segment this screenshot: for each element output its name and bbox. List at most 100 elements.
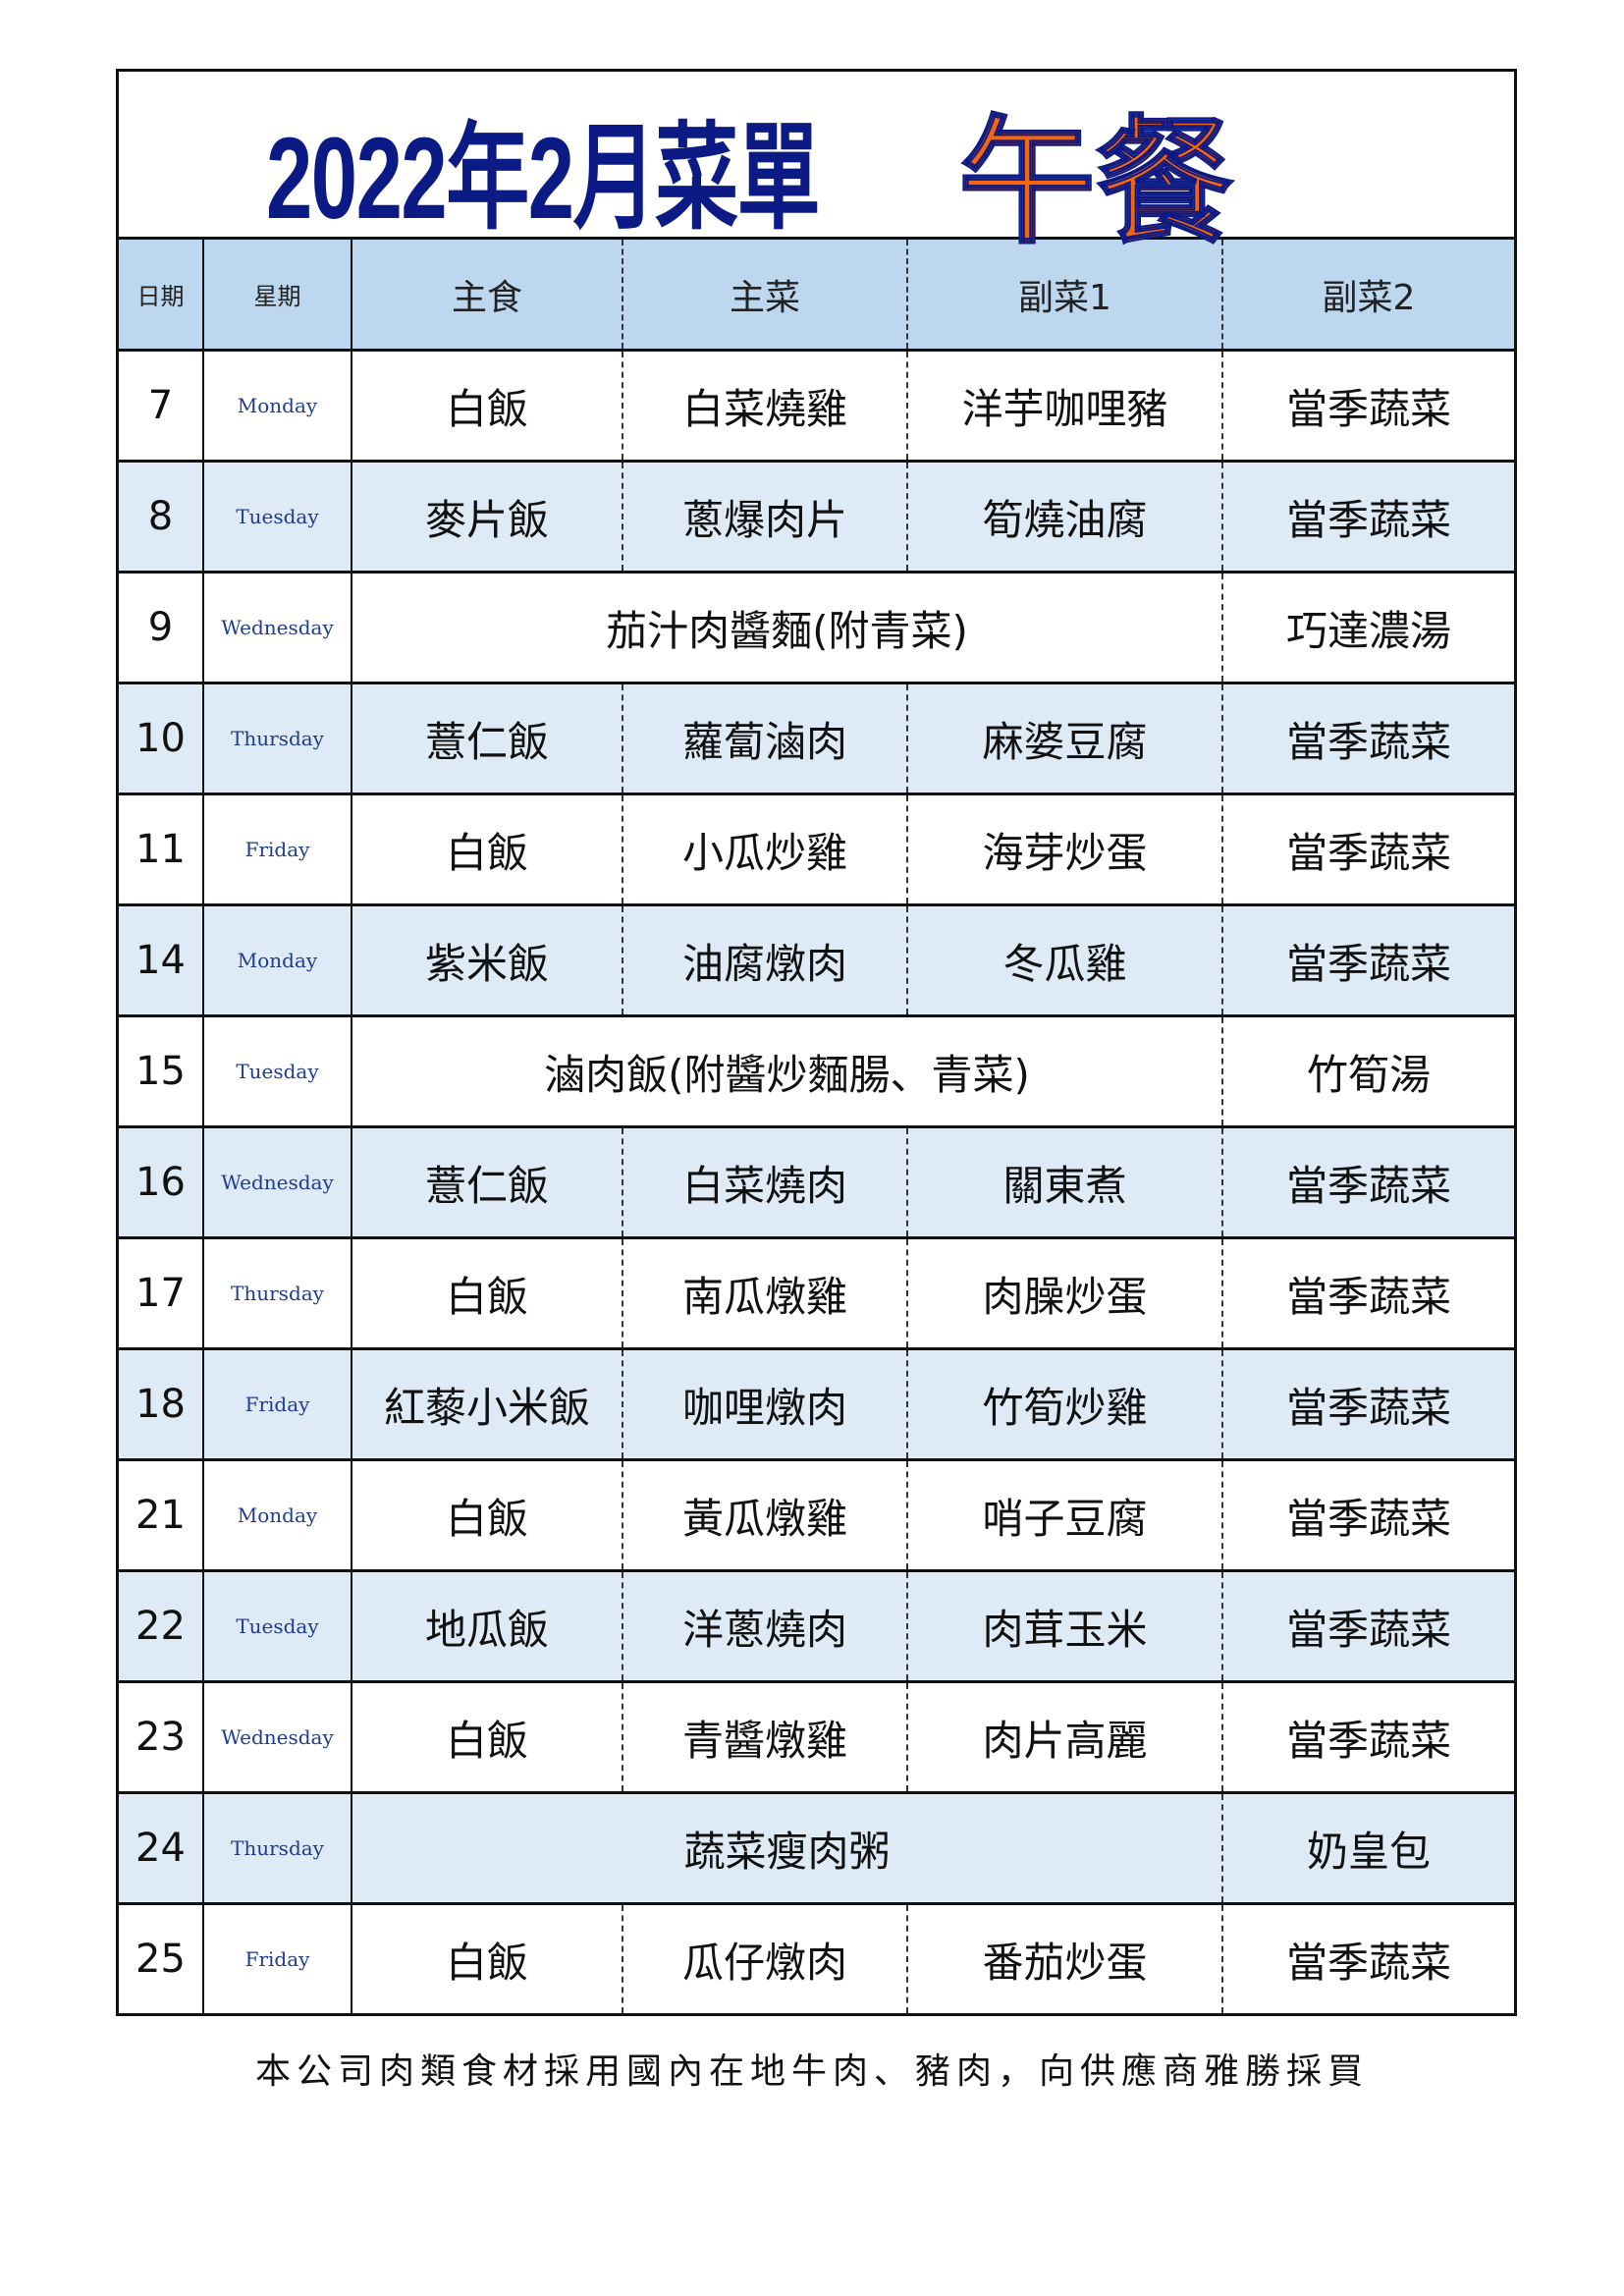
weekday-cell: Wednesday [203, 571, 352, 683]
side-dish-2-cell: 當季蔬菜 [1222, 1347, 1514, 1460]
main-dish-cell: 南瓜燉雞 [623, 1236, 908, 1349]
staple-cell: 白飯 [352, 793, 623, 905]
side-dish-1-cell: 竹筍炒雞 [907, 1347, 1223, 1460]
staple-cell: 麥片飯 [352, 460, 623, 573]
header-row: 日期 星期 主食 主菜 副菜1 副菜2 [119, 240, 1514, 351]
side-dish-2-cell: 當季蔬菜 [1222, 793, 1514, 905]
side-dish-1-cell: 哨子豆腐 [907, 1458, 1223, 1571]
side-dish-2-cell: 當季蔬菜 [1222, 1458, 1514, 1571]
side-dish-2-cell: 竹筍湯 [1222, 1014, 1514, 1127]
date-cell: 25 [119, 1902, 204, 2013]
staple-cell: 白飯 [352, 349, 623, 462]
weekday-cell: Friday [203, 1902, 352, 2013]
menu-table: 日期 星期 主食 主菜 副菜1 副菜2 7 Monday 白飯 白菜燒雞 洋芋咖哩豬 當季… [119, 240, 1514, 2013]
staple-cell: 白飯 [352, 1236, 623, 1349]
header-side-dish-1: 副菜1 [907, 240, 1223, 351]
date-cell: 9 [119, 571, 204, 683]
menu-sheet: 2022年2月菜單 午餐 日期 星期 主食 主菜 副菜1 副菜2 7 Monday… [116, 69, 1517, 2016]
combined-meal-cell: 蔬菜瘦肉粥 [352, 1791, 1223, 1904]
date-cell: 16 [119, 1125, 204, 1238]
table-row: 23 Wednesday 白飯 青醬燉雞 肉片高麗 當季蔬菜 [119, 1680, 1514, 1793]
table-row: 25 Friday 白飯 瓜仔燉肉 番茄炒蛋 當季蔬菜 [119, 1902, 1514, 2013]
side-dish-1-cell: 番茄炒蛋 [907, 1902, 1223, 2013]
header-weekday: 星期 [203, 240, 352, 351]
main-dish-cell: 小瓜炒雞 [623, 793, 908, 905]
table-row: 7 Monday 白飯 白菜燒雞 洋芋咖哩豬 當季蔬菜 [119, 349, 1514, 462]
footer-note: 本公司肉類食材採用國內在地牛肉、豬肉，向供應商雅勝採買 [254, 2051, 1369, 2092]
side-dish-1-cell: 海芽炒蛋 [907, 793, 1223, 905]
date-cell: 22 [119, 1569, 204, 1682]
date-cell: 11 [119, 793, 204, 905]
main-dish-cell: 青醬燉雞 [623, 1680, 908, 1793]
weekday-cell: Monday [203, 349, 352, 462]
main-dish-cell: 蔥爆肉片 [623, 460, 908, 573]
side-dish-1-cell: 麻婆豆腐 [907, 682, 1223, 794]
staple-cell: 白飯 [352, 1902, 623, 2013]
weekday-cell: Thursday [203, 1791, 352, 1904]
date-cell: 24 [119, 1791, 204, 1904]
table-row: 9 Wednesday 茄汁肉醬麵(附青菜) 巧達濃湯 [119, 571, 1514, 683]
staple-cell: 紫米飯 [352, 903, 623, 1016]
main-dish-cell: 瓜仔燉肉 [623, 1902, 908, 2013]
combined-meal-cell: 茄汁肉醬麵(附青菜) [352, 571, 1223, 683]
weekday-cell: Tuesday [203, 1014, 352, 1127]
weekday-cell: Thursday [203, 1236, 352, 1349]
main-dish-cell: 白菜燒肉 [623, 1125, 908, 1238]
table-row: 15 Tuesday 滷肉飯(附醬炒麵腸、青菜) 竹筍湯 [119, 1014, 1514, 1127]
table-row: 22 Tuesday 地瓜飯 洋蔥燒肉 肉茸玉米 當季蔬菜 [119, 1569, 1514, 1682]
side-dish-1-cell: 肉片高麗 [907, 1680, 1223, 1793]
header-staple: 主食 [352, 240, 623, 351]
staple-cell: 白飯 [352, 1458, 623, 1571]
side-dish-2-cell: 當季蔬菜 [1222, 903, 1514, 1016]
side-dish-2-cell: 當季蔬菜 [1222, 1569, 1514, 1682]
weekday-cell: Monday [203, 903, 352, 1016]
side-dish-2-cell: 當季蔬菜 [1222, 1902, 1514, 2013]
header-date: 日期 [119, 240, 204, 351]
main-dish-cell: 油腐燉肉 [623, 903, 908, 1016]
date-cell: 15 [119, 1014, 204, 1127]
table-row: 18 Friday 紅藜小米飯 咖哩燉肉 竹筍炒雞 當季蔬菜 [119, 1347, 1514, 1460]
side-dish-1-cell: 肉茸玉米 [907, 1569, 1223, 1682]
weekday-cell: Wednesday [203, 1125, 352, 1238]
weekday-cell: Monday [203, 1458, 352, 1571]
side-dish-2-cell: 當季蔬菜 [1222, 1680, 1514, 1793]
date-cell: 17 [119, 1236, 204, 1349]
side-dish-2-cell: 巧達濃湯 [1222, 571, 1514, 683]
table-row: 21 Monday 白飯 黃瓜燉雞 哨子豆腐 當季蔬菜 [119, 1458, 1514, 1571]
table-row: 14 Monday 紫米飯 油腐燉肉 冬瓜雞 當季蔬菜 [119, 903, 1514, 1016]
side-dish-2-cell: 當季蔬菜 [1222, 682, 1514, 794]
side-dish-1-cell: 肉臊炒蛋 [907, 1236, 1223, 1349]
header-main-dish: 主菜 [623, 240, 908, 351]
title-bar: 2022年2月菜單 午餐 [119, 72, 1514, 264]
weekday-cell: Tuesday [203, 460, 352, 573]
staple-cell: 薏仁飯 [352, 682, 623, 794]
table-row: 10 Thursday 薏仁飯 蘿蔔滷肉 麻婆豆腐 當季蔬菜 [119, 682, 1514, 794]
date-cell: 23 [119, 1680, 204, 1793]
side-dish-1-cell: 筍燒油腐 [907, 460, 1223, 573]
weekday-cell: Friday [203, 793, 352, 905]
weekday-cell: Tuesday [203, 1569, 352, 1682]
date-cell: 8 [119, 460, 204, 573]
date-cell: 14 [119, 903, 204, 1016]
date-cell: 10 [119, 682, 204, 794]
date-cell: 21 [119, 1458, 204, 1571]
main-dish-cell: 白菜燒雞 [623, 349, 908, 462]
main-dish-cell: 黃瓜燉雞 [623, 1458, 908, 1571]
table-row: 11 Friday 白飯 小瓜炒雞 海芽炒蛋 當季蔬菜 [119, 793, 1514, 905]
menu-title: 2022年2月菜單 [266, 114, 821, 244]
side-dish-2-cell: 當季蔬菜 [1222, 1236, 1514, 1349]
main-dish-cell: 蘿蔔滷肉 [623, 682, 908, 794]
weekday-cell: Friday [203, 1347, 352, 1460]
table-row: 16 Wednesday 薏仁飯 白菜燒肉 關東煮 當季蔬菜 [119, 1125, 1514, 1238]
table-row: 24 Thursday 蔬菜瘦肉粥 奶皇包 [119, 1791, 1514, 1904]
side-dish-1-cell: 洋芋咖哩豬 [907, 349, 1223, 462]
staple-cell: 薏仁飯 [352, 1125, 623, 1238]
side-dish-2-cell: 當季蔬菜 [1222, 349, 1514, 462]
weekday-cell: Wednesday [203, 1680, 352, 1793]
meal-title: 午餐 [957, 102, 1234, 264]
side-dish-2-cell: 奶皇包 [1222, 1791, 1514, 1904]
date-cell: 18 [119, 1347, 204, 1460]
staple-cell: 地瓜飯 [352, 1569, 623, 1682]
combined-meal-cell: 滷肉飯(附醬炒麵腸、青菜) [352, 1014, 1223, 1127]
main-dish-cell: 洋蔥燒肉 [623, 1569, 908, 1682]
